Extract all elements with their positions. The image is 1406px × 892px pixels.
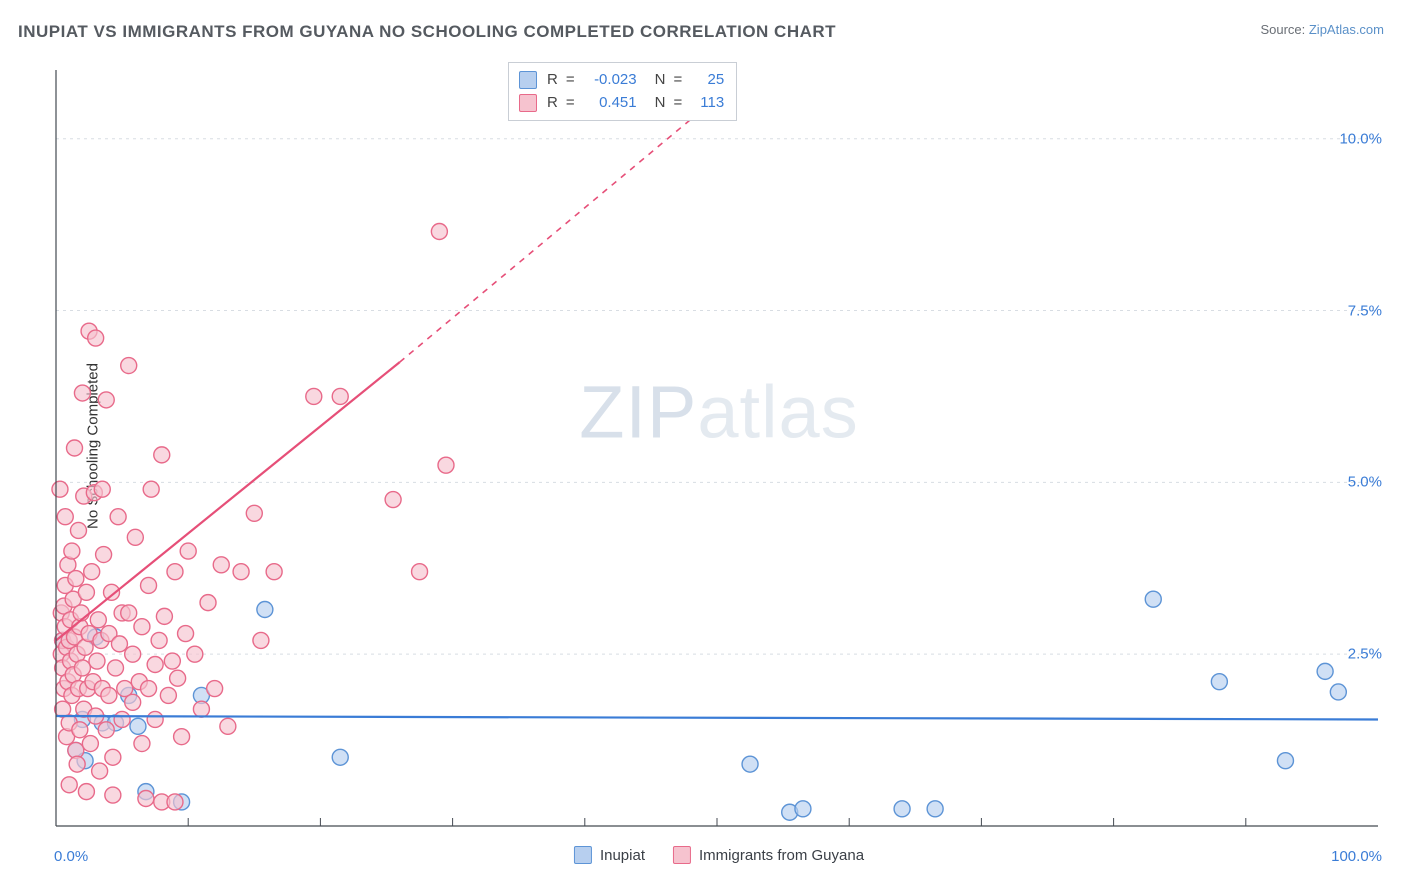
stat-eq: = <box>673 92 682 115</box>
stat-n-label: N <box>655 69 666 92</box>
legend-swatch-guyana <box>519 94 537 112</box>
stat-n-label: N <box>655 92 666 115</box>
source-link[interactable]: ZipAtlas.com <box>1309 22 1384 37</box>
stat-r-value-2: 0.451 <box>583 92 637 115</box>
x-tick-left: 0.0% <box>54 848 88 865</box>
legend-item-guyana: Immigrants from Guyana <box>673 846 864 864</box>
legend-swatch-inupiat-icon <box>574 846 592 864</box>
correlation-stats-box: R = -0.023 N = 25 R = 0.451 N = 113 <box>508 62 737 121</box>
stat-r-value-1: -0.023 <box>583 69 637 92</box>
chart-area: ZIPatlas R = -0.023 N = 25 R = 0.451 N =… <box>50 58 1388 828</box>
stat-n-value-1: 25 <box>690 69 724 92</box>
source-attribution: Source: ZipAtlas.com <box>1260 22 1384 37</box>
legend-swatch-inupiat <box>519 71 537 89</box>
chart-title: INUPIAT VS IMMIGRANTS FROM GUYANA NO SCH… <box>18 22 836 42</box>
legend-item-inupiat: Inupiat <box>574 846 645 864</box>
y-tick-label: 7.5% <box>1348 302 1388 319</box>
stats-row-series-2: R = 0.451 N = 113 <box>519 92 724 115</box>
stat-eq: = <box>673 69 682 92</box>
stat-eq: = <box>566 92 575 115</box>
y-tick-label: 10.0% <box>1339 130 1388 147</box>
source-label: Source: <box>1260 22 1308 37</box>
series-legend: Inupiat Immigrants from Guyana <box>574 846 864 864</box>
stat-r-label: R <box>547 92 558 115</box>
legend-swatch-guyana-icon <box>673 846 691 864</box>
stat-r-label: R <box>547 69 558 92</box>
legend-label-inupiat: Inupiat <box>600 847 645 864</box>
x-tick-right: 100.0% <box>1331 848 1382 865</box>
stat-n-value-2: 113 <box>690 92 724 115</box>
legend-label-guyana: Immigrants from Guyana <box>699 847 864 864</box>
scatter-plot-svg <box>50 58 1388 828</box>
y-tick-label: 5.0% <box>1348 474 1388 491</box>
y-tick-label: 2.5% <box>1348 646 1388 663</box>
stat-eq: = <box>566 69 575 92</box>
stats-row-series-1: R = -0.023 N = 25 <box>519 69 724 92</box>
